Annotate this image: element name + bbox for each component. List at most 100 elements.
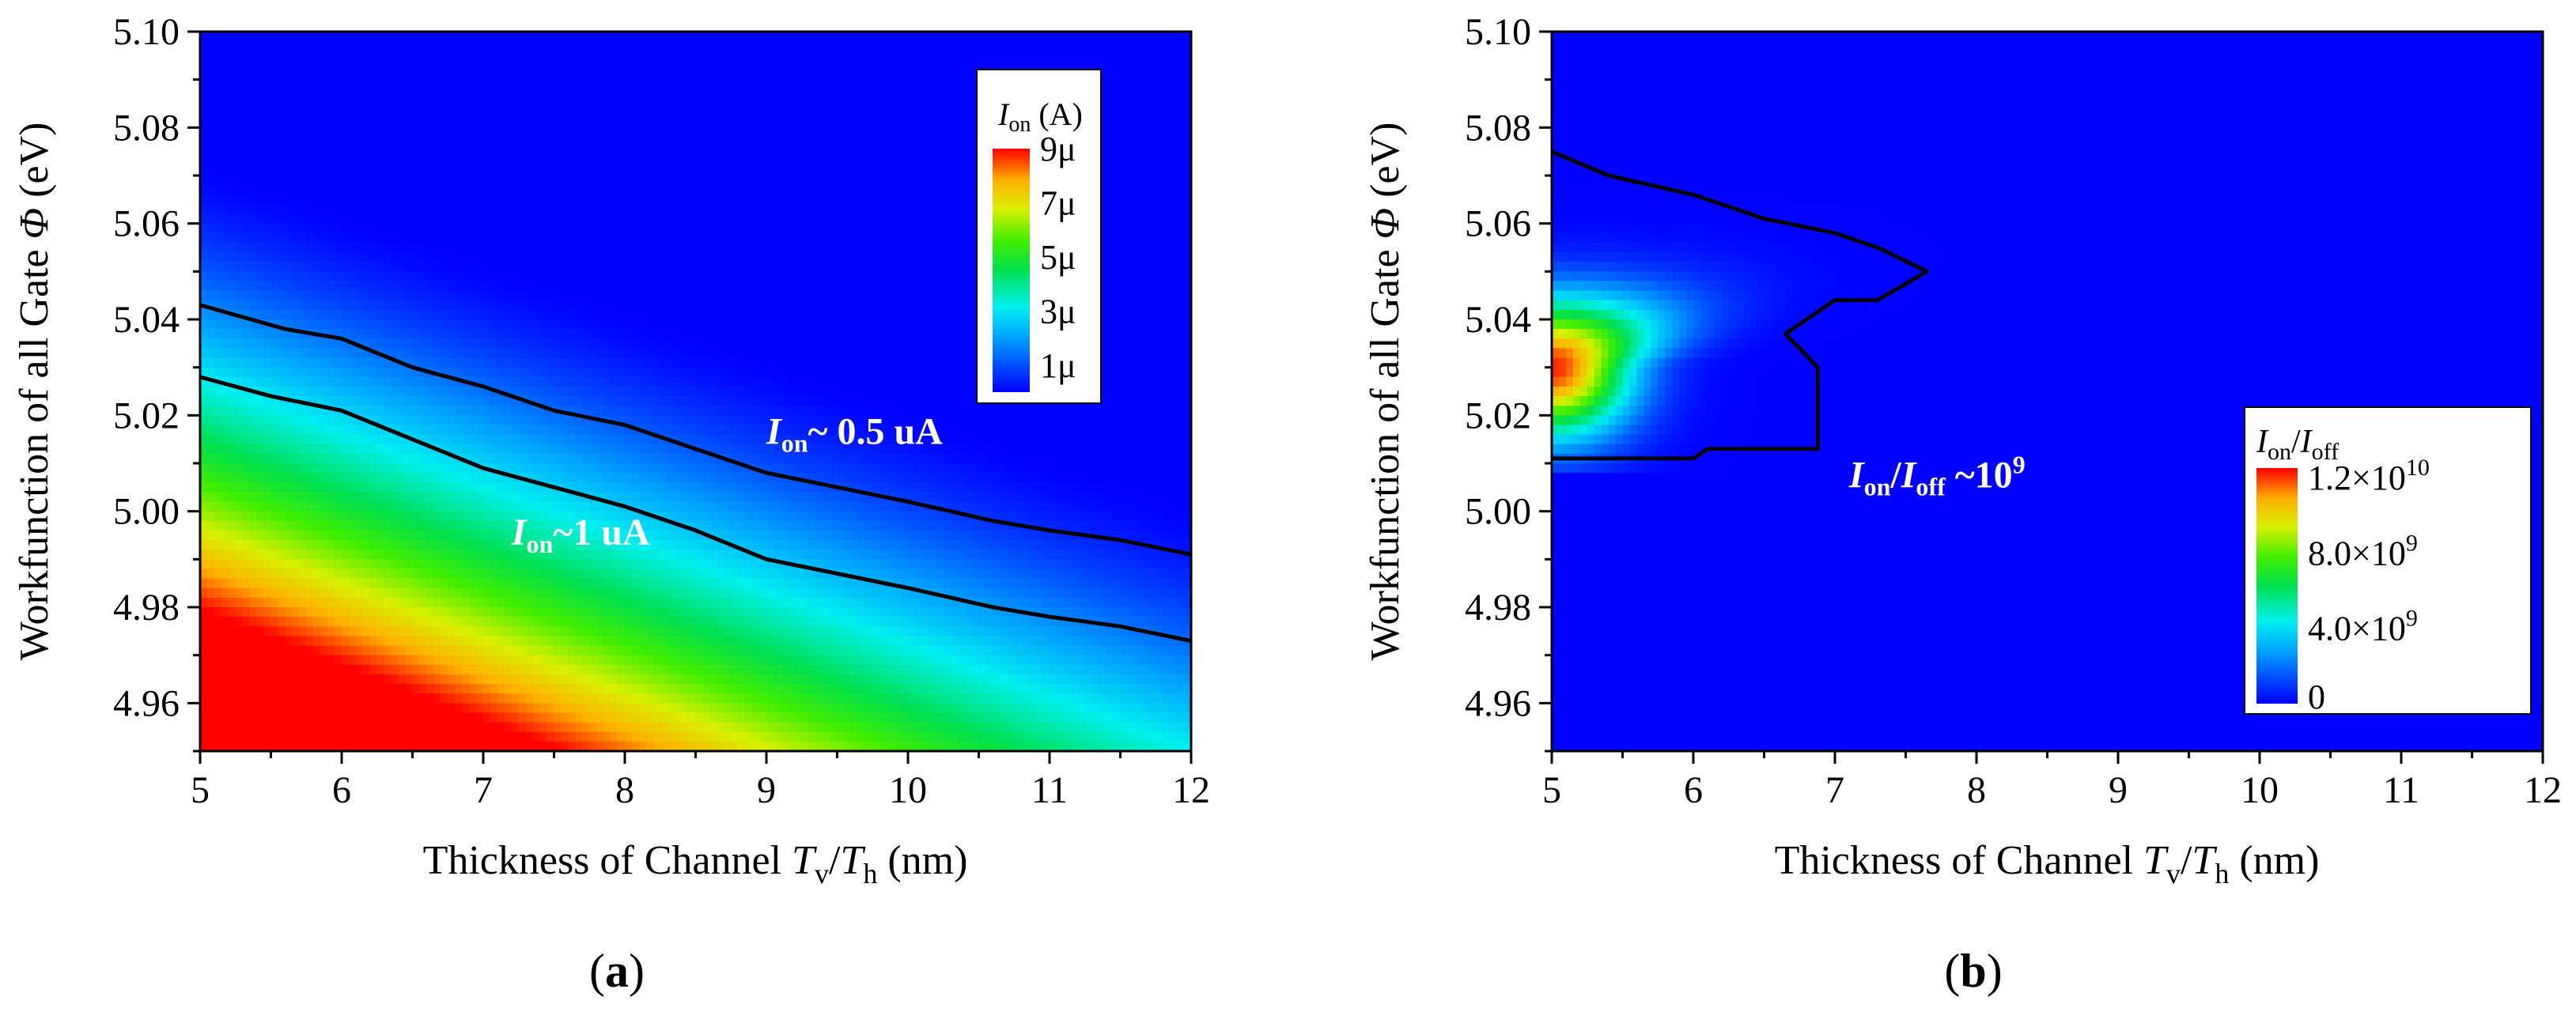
heatmap-cell	[235, 473, 244, 484]
heatmap-cell	[631, 434, 640, 445]
heatmap-cell	[525, 444, 534, 455]
heatmap-cell	[568, 415, 577, 426]
heatmap-cell	[660, 597, 668, 608]
heatmap-cell	[327, 722, 335, 733]
heatmap-cell	[618, 348, 626, 359]
heatmap-cell	[384, 108, 392, 119]
heatmap-cell	[596, 597, 604, 608]
heatmap-cell	[596, 578, 604, 589]
heatmap-cell	[653, 693, 661, 704]
heatmap-cell	[348, 664, 357, 675]
heatmap-cell	[554, 492, 562, 503]
heatmap-cell	[242, 530, 251, 541]
heatmap-cell	[299, 482, 308, 493]
heatmap-cell	[554, 501, 562, 512]
heatmap-cell	[398, 386, 407, 397]
heatmap-cell	[518, 655, 527, 666]
heatmap-cell	[221, 693, 229, 704]
heatmap-cell	[256, 434, 265, 445]
heatmap-cell	[497, 146, 505, 157]
heatmap-cell	[327, 309, 335, 320]
heatmap-cell	[611, 731, 618, 742]
heatmap-cell	[490, 357, 498, 368]
heatmap-cell	[355, 693, 364, 704]
heatmap-cell	[589, 271, 597, 282]
heatmap-cell	[342, 60, 350, 71]
heatmap-cell	[405, 232, 414, 244]
heatmap-cell	[242, 607, 251, 617]
heatmap-cell	[490, 587, 498, 599]
heatmap-cell	[441, 60, 449, 71]
heatmap-cell	[285, 655, 293, 666]
heatmap-cell	[369, 194, 378, 206]
heatmap-cell	[369, 79, 378, 90]
heatmap-cell	[335, 482, 342, 493]
heatmap-cell	[490, 636, 498, 647]
heatmap-cell	[582, 300, 591, 311]
heatmap-cell	[603, 434, 611, 445]
heatmap-cell	[214, 367, 222, 378]
heatmap-cell	[278, 645, 286, 656]
heatmap-cell	[476, 664, 484, 675]
heatmap-cell	[391, 176, 399, 186]
heatmap-cell	[645, 146, 654, 157]
heatmap-cell	[285, 482, 293, 493]
heatmap-cell	[645, 492, 654, 503]
heatmap-cell	[568, 540, 577, 550]
heatmap-cell	[285, 242, 293, 253]
heatmap-cell	[539, 79, 548, 90]
heatmap-cell	[335, 127, 342, 138]
heatmap-cell	[441, 425, 449, 436]
heatmap-cell	[539, 396, 548, 406]
heatmap-cell	[596, 51, 604, 62]
heatmap-cell	[596, 492, 604, 503]
heatmap-cell	[391, 549, 399, 561]
heatmap-cell	[299, 60, 308, 71]
heatmap-cell	[369, 329, 378, 340]
heatmap-cell	[200, 492, 208, 503]
heatmap-cell	[625, 108, 633, 119]
heatmap-cell	[270, 329, 279, 340]
heatmap-cell	[518, 329, 527, 340]
heatmap-cell	[631, 98, 640, 109]
heatmap-cell	[483, 79, 491, 90]
heatmap-cell	[433, 319, 442, 330]
heatmap-cell	[532, 242, 541, 253]
heatmap-cell	[504, 89, 513, 100]
heatmap-cell	[412, 127, 421, 138]
heatmap-cell	[660, 156, 668, 167]
heatmap-cell	[214, 156, 222, 167]
heatmap-cell	[398, 587, 407, 599]
heatmap-cell	[433, 348, 442, 359]
heatmap-cell	[320, 204, 328, 215]
heatmap-cell	[348, 712, 357, 723]
heatmap-cell	[497, 712, 505, 723]
heatmap-cell	[653, 607, 661, 617]
heatmap-cell	[412, 165, 421, 176]
heatmap-cell	[206, 319, 215, 330]
heatmap-cell	[313, 127, 321, 138]
heatmap-cell	[455, 165, 463, 176]
heatmap-cell	[376, 578, 385, 589]
heatmap-cell	[483, 89, 491, 100]
heatmap-cell	[455, 262, 463, 273]
heatmap-cell	[256, 540, 265, 550]
heatmap-cell	[645, 712, 654, 723]
heatmap-cell	[228, 722, 236, 733]
heatmap-cell	[476, 559, 484, 570]
heatmap-cell	[476, 731, 484, 742]
heatmap-cell	[256, 204, 265, 215]
heatmap-cell	[200, 176, 208, 186]
heatmap-cell	[462, 406, 470, 417]
heatmap-cell	[469, 617, 477, 628]
heatmap-cell	[270, 559, 279, 570]
heatmap-cell	[270, 165, 279, 176]
heatmap-cell	[483, 367, 491, 378]
heatmap-cell	[355, 406, 364, 417]
heatmap-cell	[532, 98, 541, 109]
heatmap-cell	[398, 232, 407, 244]
heatmap-cell	[426, 146, 435, 157]
heatmap-cell	[497, 741, 505, 751]
heatmap-cell	[638, 32, 647, 42]
heatmap-cell	[511, 127, 520, 138]
